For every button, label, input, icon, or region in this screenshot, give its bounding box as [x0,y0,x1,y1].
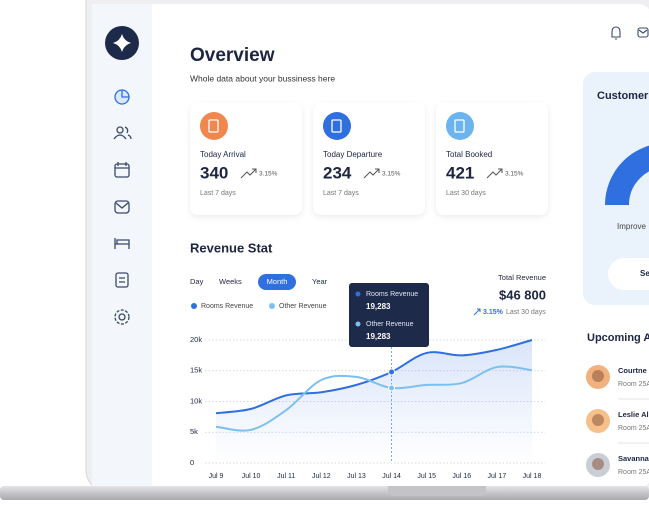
x-tick-label: Jul 15 [417,473,436,480]
x-tick-label: Jul 18 [523,473,542,480]
y-tick-label: 15k [190,366,202,375]
total-change: 3.15% [483,309,504,316]
card-change: 3.15% [505,171,524,178]
tooltip-value: 19,283 [366,302,391,311]
guests: Courtne Room 25A Leslie Al Room 25A Savanna R… [586,365,649,477]
card-label: Today Departure [323,150,383,159]
upcoming-title: Upcoming A [587,332,649,344]
trend-arrow [240,168,257,179]
point [388,368,396,376]
card-icon-glyph [454,119,465,133]
card-icon [200,112,228,140]
tooltip-name: Rooms Revenue [366,291,418,298]
avatar-face [592,414,604,426]
guest-room: Room 25A [618,469,649,476]
card-value: 234 [323,163,352,182]
total-value: $46 800 [499,287,546,302]
tooltip-dot [355,291,361,297]
legend-label: Other Revenue [279,303,327,310]
card-period: Last 7 days [200,190,236,197]
tooltip [349,283,429,347]
chart: 0 5k 10k 15k 20k Jul 9 Jul 10 Jul 11 Jul 12 Jul 1… [190,283,545,480]
trend-arrow [486,168,503,179]
y-tick-label: 0 [190,458,194,467]
card-label: Today Arrival [200,150,246,159]
y-tick-label: 20k [190,335,202,344]
card-change: 3.15% [259,171,278,178]
tab[interactable]: Year [312,277,328,286]
panel-button[interactable] [608,258,649,290]
avatar-face [592,370,604,382]
laptop-base [0,486,649,500]
x-tick-label: Jul 11 [277,473,295,480]
panel-note: Improve [617,222,646,231]
x-tick-label: Jul 13 [347,473,366,480]
tab-active-bg[interactable] [258,274,296,290]
x-tick-label: Jul 14 [382,473,401,480]
card-period: Last 30 days [446,190,486,197]
y-tick-label: 10k [190,396,202,405]
x-tick-label: Jul 17 [488,473,507,480]
card-value: 340 [200,163,228,182]
logo-star [113,34,131,52]
area [216,340,532,463]
tab[interactable]: Day [190,277,204,286]
point [388,384,396,392]
card-icon [446,112,474,140]
legend-dot [191,303,197,309]
cards: Today Arrival 340 3.15% Last 7 days Today De… [190,103,548,215]
trend-arrow [363,168,380,179]
card-change: 3.15% [382,171,401,178]
line [215,365,533,432]
laptop-notch [388,486,486,496]
guest-name: Savanna [618,454,649,463]
tooltip-dot [355,321,361,327]
y-tick-label: 5k [190,427,198,436]
panel-button-label[interactable]: Se [640,269,649,278]
section-title: Revenue Stat [190,240,273,255]
card-label: Total Booked [446,150,492,159]
x-tick-label: Jul 12 [312,473,331,480]
x-tick-label: Jul 16 [452,473,471,480]
legend-dot [269,303,275,309]
card-icon-glyph [331,119,342,133]
card-period: Last 7 days [323,190,359,197]
tooltip-name: Other Revenue [366,321,414,328]
avatar-face [592,458,604,470]
trend-arrow [473,308,481,316]
guest-name: Leslie Al [618,410,649,419]
total-period: Last 30 days [506,309,546,316]
nav-icons[interactable] [113,89,132,325]
top-icons[interactable] [611,26,649,40]
total-label: Total Revenue [498,273,546,282]
guest-name: Courtne [618,366,647,375]
guest-room: Room 25A [618,425,649,432]
card-icon-glyph [208,119,219,133]
x-tick-label: Jul 9 [209,473,224,480]
card-icon [323,112,351,140]
line [215,339,533,415]
x-tick-label: Jul 10 [242,473,261,480]
page-subtitle: Whole data about your bussiness here [190,73,335,83]
panel-title: Customer [597,90,649,102]
tooltip-value: 19,283 [366,332,391,341]
guest-room: Room 25A [618,381,649,388]
sidebar [92,4,152,488]
tab[interactable]: Weeks [219,277,242,286]
page-title: Overview [190,45,275,66]
tab[interactable]: Month [267,277,288,286]
gauge [605,145,649,206]
tabs: Day Weeks Month Year [190,274,328,290]
card-value: 421 [446,163,474,182]
legend-label: Rooms Revenue [201,303,253,310]
